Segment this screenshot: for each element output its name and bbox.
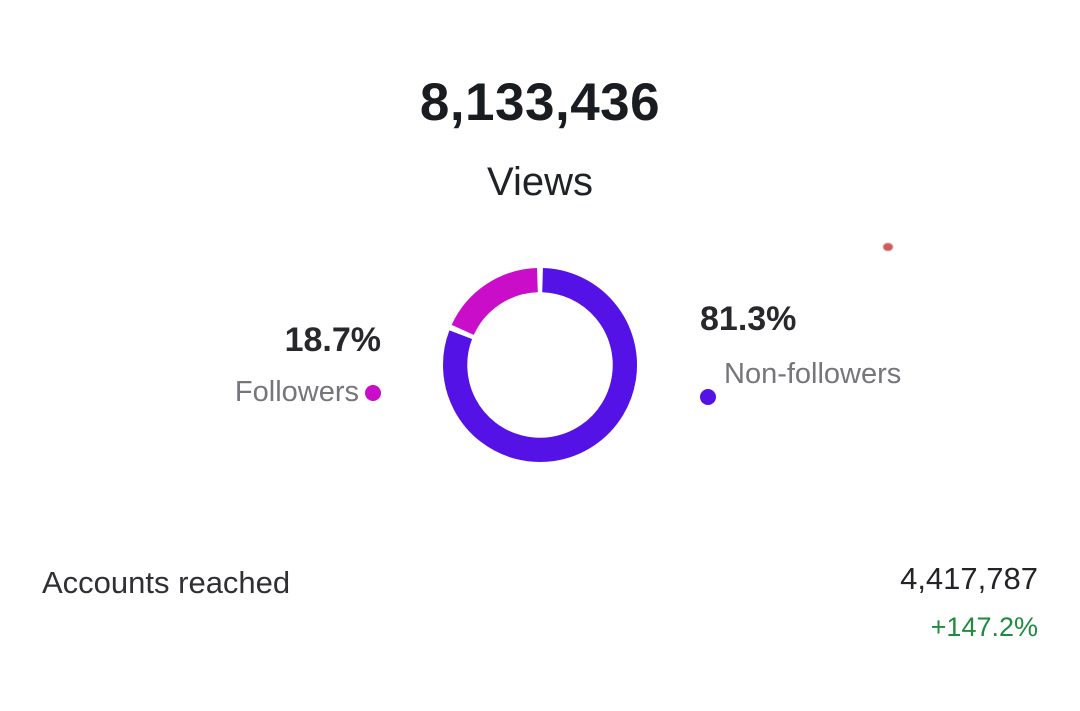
followers-percent: 18.7% <box>284 321 381 359</box>
legend-non-followers: 81.3% Non-followers <box>700 297 920 405</box>
donut-slice-followers <box>451 268 539 336</box>
followers-label: Followers <box>234 376 359 408</box>
donut-slice-non-followers <box>443 268 637 462</box>
accounts-reached-value: 4,417,787 <box>900 561 1038 596</box>
accounts-reached-values: 4,417,787 +147.2% <box>900 561 1038 643</box>
total-views-label: Views <box>487 160 593 204</box>
red-dot-marker <box>883 243 893 251</box>
followers-dot-icon <box>365 384 381 401</box>
accounts-reached-label[interactable]: Accounts reached <box>42 565 291 600</box>
followers-label-row: Followers <box>145 376 381 409</box>
accounts-reached-delta: +147.2% <box>930 612 1038 642</box>
views-donut-chart <box>443 268 637 462</box>
non-followers-dot-icon <box>700 389 716 405</box>
total-views-value: 8,133,436 <box>419 73 661 132</box>
non-followers-percent: 81.3% <box>700 300 797 338</box>
non-followers-label: Non-followers <box>724 358 902 390</box>
legend-followers: 18.7% Followers <box>145 318 381 409</box>
